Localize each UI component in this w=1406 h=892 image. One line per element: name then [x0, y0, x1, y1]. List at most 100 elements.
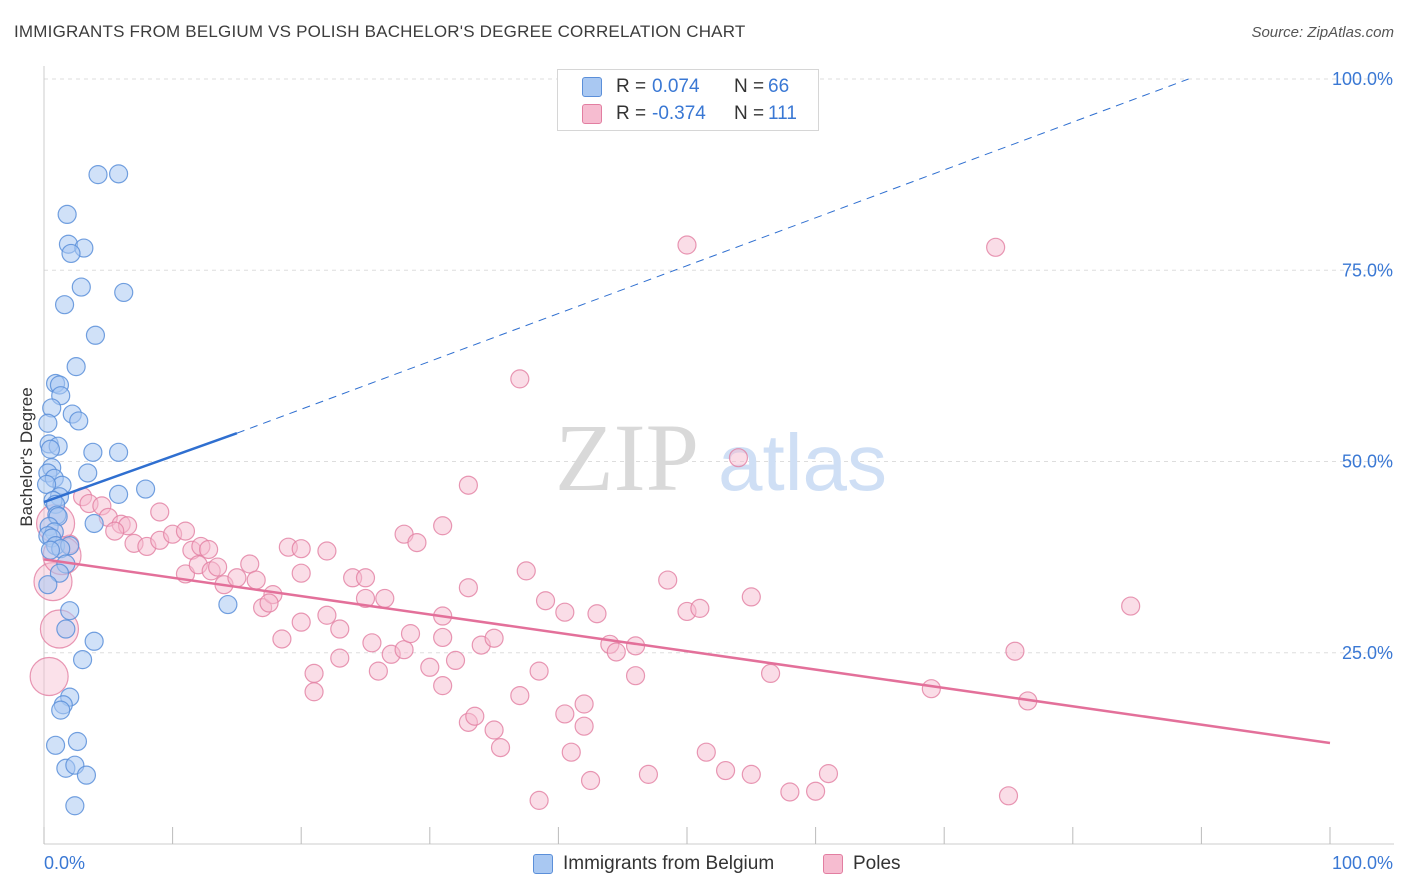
- data-point-poles: [291, 563, 311, 583]
- trend-line-poles: [43, 558, 1331, 745]
- r-value: -0.374: [652, 103, 706, 124]
- data-point-poles: [1121, 596, 1141, 616]
- data-point-poles: [998, 786, 1019, 806]
- trend-line-belgium-dashed: [236, 78, 1189, 434]
- data-point-poles: [580, 770, 601, 791]
- chart-title: IMMIGRANTS FROM BELGIUM VS POLISH BACHEL…: [14, 22, 746, 41]
- data-point-poles: [227, 568, 247, 588]
- data-point-poles: [240, 554, 260, 574]
- data-point-poles: [516, 561, 536, 581]
- y-tick-label: 100.0%: [1332, 69, 1393, 89]
- data-point-belgium: [78, 463, 98, 483]
- stats-legend: R = 0.074 N = 66 R = -0.374 N = 111: [557, 69, 819, 131]
- data-point-poles: [529, 790, 549, 810]
- data-point-poles: [394, 640, 414, 660]
- data-point-poles: [741, 764, 761, 784]
- data-points: [29, 164, 1141, 816]
- data-point-poles: [150, 502, 170, 522]
- legend-item-belgium[interactable]: Immigrants from Belgium: [533, 852, 774, 876]
- n-label: N =: [734, 76, 765, 97]
- data-point-belgium: [69, 411, 89, 431]
- data-point-poles: [715, 760, 736, 781]
- data-point-poles: [355, 568, 376, 588]
- data-point-poles: [199, 539, 219, 560]
- legend-item-poles[interactable]: Poles: [823, 852, 901, 876]
- blue-swatch: [582, 77, 602, 97]
- data-point-belgium: [67, 731, 88, 752]
- data-point-belgium: [65, 796, 85, 816]
- data-point-poles: [587, 604, 607, 624]
- data-point-poles: [1005, 641, 1025, 661]
- data-point-poles: [484, 628, 504, 648]
- data-point-poles: [458, 578, 478, 598]
- blue-swatch: [533, 854, 553, 874]
- source-credit: Source: ZipAtlas.com: [1251, 24, 1394, 41]
- data-point-poles: [368, 661, 388, 681]
- watermark-zip: ZIP: [555, 404, 699, 511]
- data-point-belgium: [108, 442, 129, 462]
- n-value: 111: [768, 103, 797, 124]
- data-point-belgium: [66, 357, 86, 377]
- data-point-poles: [535, 591, 556, 611]
- data-point-poles: [445, 650, 466, 671]
- data-point-poles: [690, 598, 710, 618]
- data-point-poles: [529, 661, 549, 681]
- data-point-belgium: [108, 484, 129, 504]
- data-point-poles: [407, 532, 427, 553]
- data-point-poles: [175, 521, 196, 541]
- data-point-poles: [420, 657, 440, 677]
- data-point-poles: [818, 764, 839, 784]
- data-point-poles: [259, 593, 279, 613]
- n-value: 66: [768, 76, 790, 97]
- data-point-belgium: [60, 601, 80, 621]
- x-tick-label: 0.0%: [44, 853, 85, 873]
- data-point-poles: [490, 738, 511, 758]
- data-point-poles: [510, 369, 530, 389]
- r-label: R =: [616, 103, 647, 124]
- data-point-poles: [741, 587, 761, 607]
- data-point-belgium: [76, 765, 97, 785]
- data-point-belgium: [40, 540, 61, 560]
- data-point-poles: [484, 720, 504, 740]
- data-point-poles: [625, 666, 646, 686]
- data-point-poles: [805, 781, 826, 801]
- data-point-belgium: [114, 282, 134, 303]
- n-label: N =: [734, 103, 765, 124]
- data-point-poles: [510, 685, 530, 706]
- data-point-poles: [291, 612, 311, 632]
- data-point-poles: [433, 627, 453, 648]
- stats-legend-row-poles: R = -0.374 N = 111: [582, 102, 797, 126]
- data-point-poles: [638, 764, 659, 784]
- data-point-poles: [760, 663, 781, 684]
- y-tick-label: 25.0%: [1342, 643, 1393, 663]
- stats-legend-row-belgium: R = 0.074 N = 66: [582, 75, 789, 99]
- data-point-belgium: [88, 165, 108, 185]
- legend-label-poles: Poles: [853, 853, 901, 874]
- data-point-belgium: [218, 594, 238, 615]
- data-point-poles: [375, 588, 395, 609]
- data-point-poles: [330, 648, 350, 668]
- y-tick-label: 75.0%: [1342, 260, 1393, 280]
- data-point-poles: [658, 570, 678, 590]
- data-point-poles: [606, 642, 626, 662]
- data-point-belgium: [54, 295, 75, 315]
- data-point-belgium: [38, 413, 58, 433]
- data-point-poles: [555, 704, 575, 724]
- data-point-belgium: [72, 650, 93, 670]
- pink-swatch: [823, 854, 843, 874]
- data-point-belgium: [56, 619, 76, 639]
- tick-labels: 25.0% 50.0% 75.0% 100.0% 0.0% 100.0%: [44, 69, 1393, 873]
- data-point-poles: [355, 588, 376, 609]
- data-point-poles: [317, 541, 337, 561]
- data-point-poles: [780, 782, 800, 802]
- data-point-poles: [574, 694, 594, 714]
- legend-label-belgium: Immigrants from Belgium: [563, 853, 775, 874]
- data-point-belgium: [49, 563, 70, 583]
- data-point-poles: [105, 521, 125, 541]
- data-point-poles: [921, 679, 941, 699]
- data-point-belgium: [83, 442, 103, 462]
- r-label: R =: [616, 76, 647, 97]
- data-point-belgium: [51, 700, 71, 720]
- data-point-poles: [728, 448, 749, 468]
